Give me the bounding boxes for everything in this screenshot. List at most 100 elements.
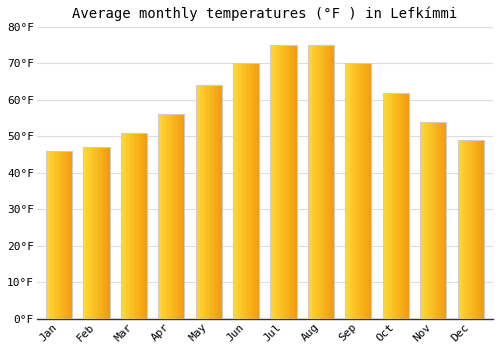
Bar [216, 85, 217, 319]
Bar [333, 45, 334, 319]
Bar [128, 133, 129, 319]
Bar [434, 122, 436, 319]
Bar [329, 45, 330, 319]
Bar [282, 45, 284, 319]
Bar [139, 133, 141, 319]
Bar [146, 133, 148, 319]
Bar [466, 140, 467, 319]
Bar [350, 63, 352, 319]
Bar [308, 45, 334, 319]
Bar [296, 45, 297, 319]
Bar [420, 122, 422, 319]
Bar [144, 133, 146, 319]
Bar [209, 85, 210, 319]
Bar [220, 85, 222, 319]
Bar [64, 151, 66, 319]
Bar [386, 92, 387, 319]
Bar [56, 151, 58, 319]
Bar [88, 147, 89, 319]
Bar [59, 151, 61, 319]
Bar [234, 63, 236, 319]
Bar [386, 92, 388, 319]
Bar [482, 140, 484, 319]
Bar [240, 63, 242, 319]
Bar [202, 85, 204, 319]
Bar [46, 151, 48, 319]
Bar [388, 92, 390, 319]
Bar [96, 147, 97, 319]
Bar [437, 122, 439, 319]
Bar [245, 63, 246, 319]
Bar [285, 45, 286, 319]
Bar [90, 147, 92, 319]
Bar [210, 85, 212, 319]
Bar [212, 85, 214, 319]
Bar [394, 92, 396, 319]
Bar [204, 85, 205, 319]
Bar [330, 45, 332, 319]
Bar [182, 114, 184, 319]
Bar [62, 151, 64, 319]
Bar [400, 92, 402, 319]
Bar [328, 45, 329, 319]
Bar [273, 45, 275, 319]
Bar [252, 63, 253, 319]
Bar [212, 85, 213, 319]
Bar [248, 63, 249, 319]
Bar [440, 122, 442, 319]
Bar [393, 92, 395, 319]
Bar [422, 122, 424, 319]
Bar [318, 45, 320, 319]
Bar [277, 45, 278, 319]
Bar [84, 147, 85, 319]
Bar [276, 45, 278, 319]
Bar [332, 45, 333, 319]
Bar [256, 63, 258, 319]
Bar [462, 140, 463, 319]
Bar [478, 140, 480, 319]
Bar [250, 63, 252, 319]
Bar [233, 63, 260, 319]
Bar [237, 63, 238, 319]
Bar [252, 63, 254, 319]
Bar [420, 122, 446, 319]
Bar [143, 133, 145, 319]
Bar [293, 45, 294, 319]
Bar [436, 122, 438, 319]
Bar [140, 133, 142, 319]
Bar [132, 133, 134, 319]
Bar [382, 92, 384, 319]
Bar [138, 133, 140, 319]
Bar [104, 147, 106, 319]
Bar [236, 63, 238, 319]
Bar [172, 114, 174, 319]
Bar [233, 63, 235, 319]
Bar [200, 85, 202, 319]
Bar [458, 140, 483, 319]
Bar [270, 45, 272, 319]
Bar [426, 122, 428, 319]
Bar [180, 114, 182, 319]
Bar [136, 133, 137, 319]
Bar [364, 63, 366, 319]
Bar [48, 151, 50, 319]
Bar [316, 45, 318, 319]
Bar [286, 45, 288, 319]
Bar [50, 151, 51, 319]
Bar [470, 140, 472, 319]
Bar [158, 114, 184, 319]
Bar [121, 133, 122, 319]
Bar [292, 45, 293, 319]
Bar [430, 122, 432, 319]
Bar [346, 63, 347, 319]
Bar [66, 151, 68, 319]
Bar [100, 147, 102, 319]
Bar [99, 147, 101, 319]
Bar [121, 133, 147, 319]
Bar [246, 63, 248, 319]
Bar [242, 63, 244, 319]
Bar [309, 45, 311, 319]
Bar [398, 92, 400, 319]
Bar [130, 133, 132, 319]
Bar [324, 45, 326, 319]
